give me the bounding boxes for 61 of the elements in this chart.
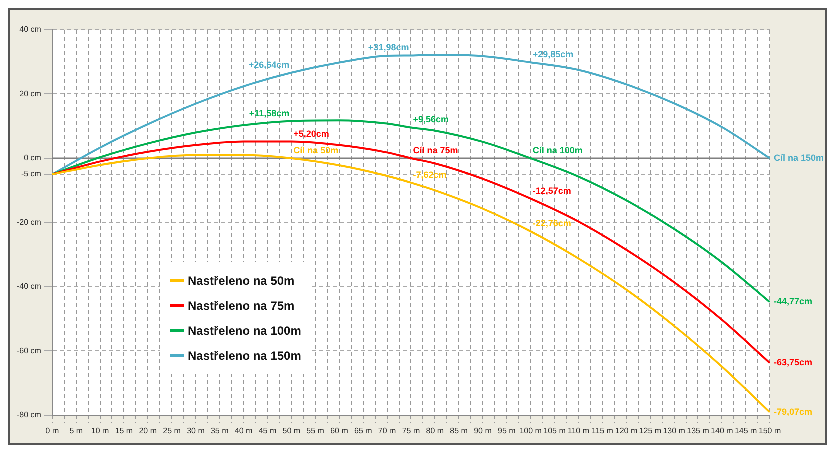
- annotation: +11,58cm: [249, 108, 290, 118]
- annotation: -12,57cm: [532, 186, 572, 196]
- y-tick-label: -20 cm: [16, 218, 42, 227]
- annotation: Cíl na 150m: [774, 152, 824, 163]
- annotation: +9,56cm: [413, 114, 450, 125]
- x-tick-label: 35 m: [210, 426, 230, 436]
- x-tick-label: 145 m: [734, 426, 758, 436]
- x-tick-label: 0 m: [46, 426, 60, 436]
- y-tick-label: 20 cm: [20, 89, 42, 98]
- x-tick-label: 130 m: [663, 426, 686, 436]
- x-tick-label: 115 m: [592, 426, 614, 436]
- x-tick-label: 80 m: [426, 426, 444, 436]
- annotation: -63,75cm: [774, 358, 813, 368]
- legend-label: Nastřeleno na 75m: [188, 298, 295, 312]
- x-tick-label: 135 m: [687, 426, 710, 436]
- legend-label: Nastřeleno na 150m: [188, 348, 302, 362]
- y-tick-label: -60 cm: [16, 346, 42, 356]
- annotation: +31,98cm: [368, 42, 410, 53]
- x-tick-label: 40 m: [234, 426, 254, 436]
- x-tick-label: 110 m: [568, 426, 590, 436]
- x-tick-label: 5 m: [70, 426, 84, 436]
- legend-label: Nastřeleno na 100m: [188, 324, 302, 338]
- x-tick-label: 140 m: [711, 426, 734, 436]
- annotation: -22,76cm: [532, 218, 572, 229]
- legend-label: Nastřeleno na 50m: [188, 274, 295, 288]
- line-series: [52, 154, 770, 414]
- x-tick-label: 10 m: [91, 426, 110, 436]
- annotation: Cíl na 50m: [294, 145, 339, 156]
- x-tick-label: 60 m: [330, 426, 349, 436]
- annotation: +26,64cm: [248, 60, 290, 70]
- x-tick-label: 25 m: [163, 426, 182, 436]
- annotation: +29,85cm: [532, 50, 574, 60]
- x-tick-label: 125 m: [639, 426, 662, 436]
- x-tick-label: 70 m: [378, 426, 397, 436]
- x-tick-label: 150 m: [758, 426, 782, 436]
- y-tick-label: 0 cm: [24, 154, 42, 163]
- y-tick-label: 40 cm: [20, 25, 42, 34]
- annotation: +5,20cm: [294, 128, 330, 139]
- x-tick-label: 105 m: [544, 426, 566, 436]
- y-tick-label: -5 cm: [21, 170, 42, 179]
- x-tick-label: 45 m: [258, 426, 277, 436]
- x-tick-label: 120 m: [615, 426, 638, 436]
- x-tick-label: 20 m: [139, 426, 158, 436]
- x-tick-label: 15 m: [115, 426, 134, 436]
- line-series: [52, 140, 770, 364]
- x-tick-label: 75 m: [402, 426, 420, 436]
- annotation: Cíl na 75m: [413, 145, 458, 156]
- annotation: -79,07cm: [774, 406, 813, 417]
- x-tick-label: 95 m: [498, 426, 516, 436]
- y-tick-label: -80 cm: [16, 410, 42, 420]
- x-tick-label: 50 m: [282, 426, 301, 436]
- annotation: Cíl na 100m: [532, 145, 583, 156]
- annotation: -7,62cm: [413, 170, 447, 180]
- annotation: -44,77cm: [774, 296, 813, 307]
- x-tick-label: 90 m: [474, 426, 492, 436]
- x-tick-label: 30 m: [187, 426, 206, 436]
- x-tick-label: 65 m: [354, 426, 373, 436]
- y-tick-label: -40 cm: [16, 282, 42, 292]
- x-tick-label: 100 m: [520, 426, 542, 436]
- x-tick-label: 85 m: [450, 426, 468, 436]
- x-tick-label: 55 m: [306, 426, 325, 436]
